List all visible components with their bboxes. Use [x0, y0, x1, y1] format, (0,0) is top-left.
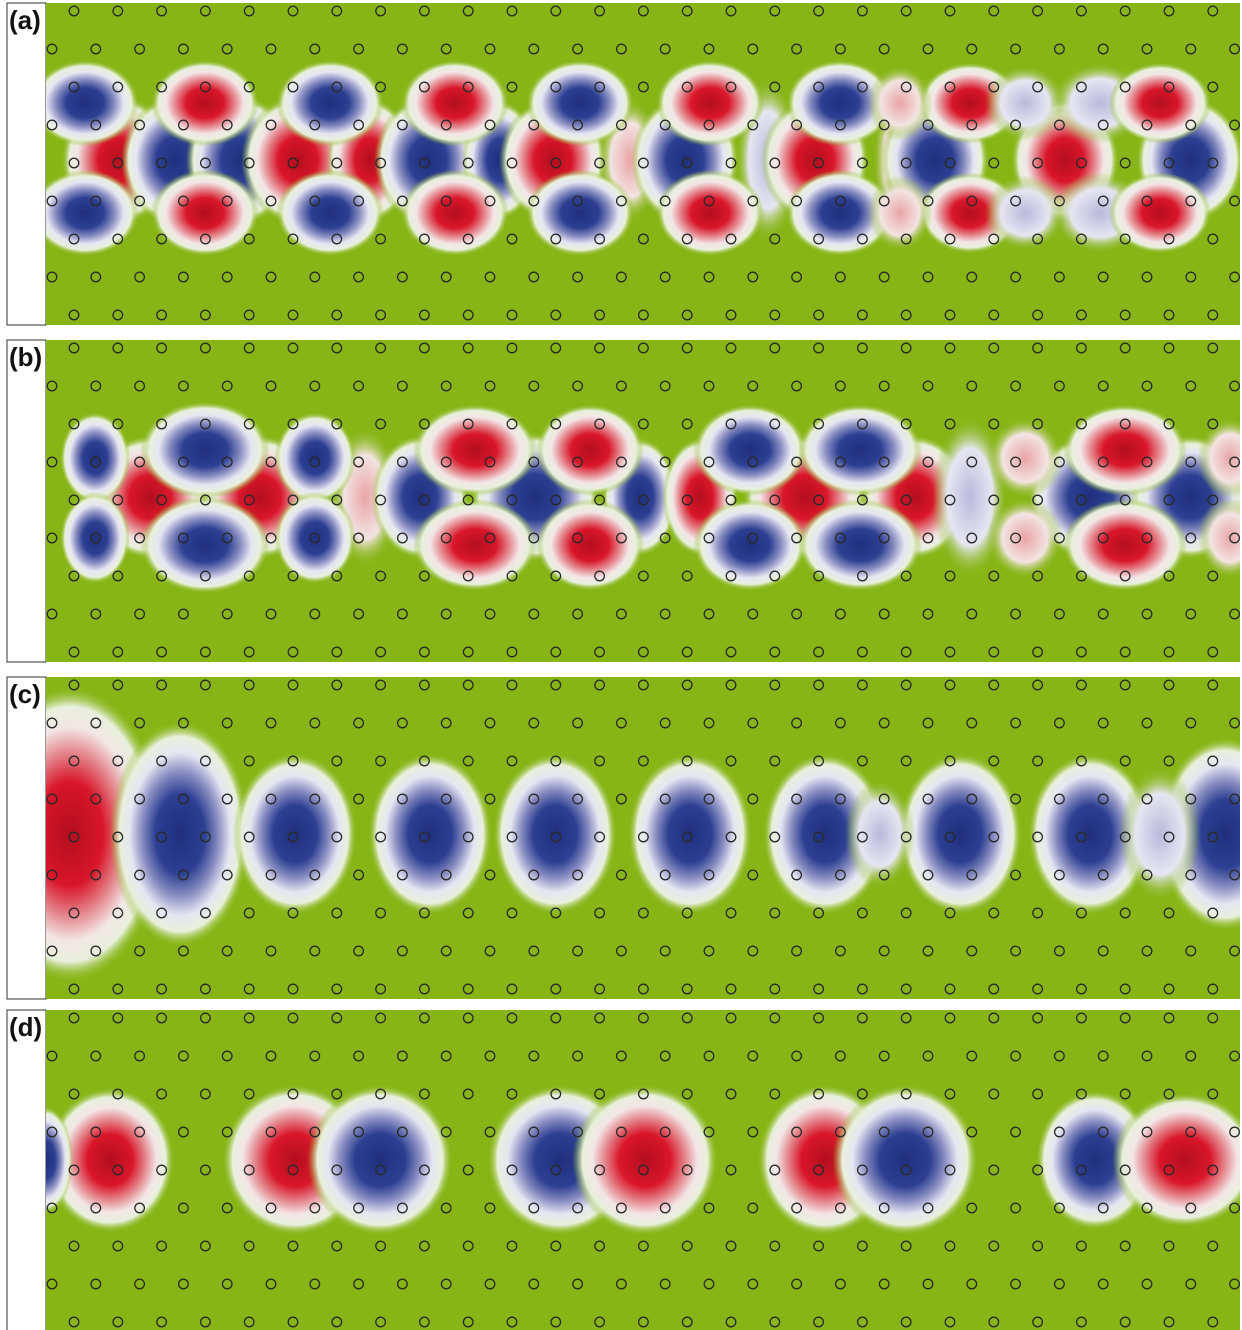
panel: (d)	[7, 1010, 1242, 1330]
panel: (a)	[7, 3, 1242, 325]
field-lobe	[275, 412, 356, 504]
field-lobe	[572, 1084, 718, 1235]
field-lobe	[526, 170, 634, 256]
field-lobe	[151, 60, 259, 146]
field-lobe	[898, 753, 1022, 915]
panel-frame	[7, 3, 46, 325]
field-lobe	[526, 60, 634, 146]
field-lobe	[1063, 404, 1187, 496]
field-lobe	[987, 498, 1063, 579]
field-lobe	[656, 170, 764, 256]
field-lobe	[307, 1084, 453, 1235]
field-lobe	[275, 492, 356, 584]
field-lobe	[493, 753, 617, 915]
page: (a)(b)(c)(d) (() => { const data = JSON.…	[0, 0, 1242, 1330]
field-lobe	[1109, 63, 1212, 144]
panel-label: (a)	[9, 5, 41, 35]
field-lobe	[140, 401, 270, 498]
field-lobe	[413, 499, 537, 591]
field-lobe	[987, 418, 1063, 499]
field-lobe	[798, 404, 922, 496]
field-lobe	[233, 753, 357, 915]
field-lobe	[401, 60, 509, 146]
panel-frame	[7, 1010, 46, 1330]
field-lobe	[110, 721, 250, 948]
field-lobe	[1063, 499, 1187, 591]
figure: (a) (b) (c) (d)	[0, 0, 1242, 1330]
panel-frame	[7, 677, 46, 999]
field-lobe	[401, 170, 509, 256]
field-lobe	[985, 175, 1066, 251]
field-lobe	[1109, 173, 1212, 254]
field-lobe	[60, 412, 130, 504]
field-lobe	[868, 175, 933, 251]
panel-label: (c)	[9, 679, 41, 709]
field-lobe	[413, 404, 537, 496]
field-lobe	[536, 404, 644, 496]
field-lobe	[693, 404, 806, 496]
field-lobe	[798, 499, 922, 591]
panel-label: (d)	[9, 1012, 42, 1042]
field-lobe	[832, 1084, 978, 1235]
panel: (b)	[7, 340, 1242, 662]
panel-frame	[7, 340, 46, 662]
field-lobe	[31, 60, 139, 146]
field-lobe	[60, 492, 130, 584]
field-lobe	[276, 60, 384, 146]
field-lobe	[31, 170, 139, 256]
field-lobe	[693, 499, 806, 591]
panel: (c)	[0, 677, 1242, 999]
panel-label: (b)	[9, 342, 42, 372]
field-lobe	[1120, 767, 1201, 902]
field-lobe	[868, 65, 933, 141]
field-lobe	[140, 496, 270, 593]
field-lobe	[368, 753, 492, 915]
field-lobe	[656, 60, 764, 146]
field-lobe	[536, 499, 644, 591]
field-lobe	[985, 65, 1066, 141]
